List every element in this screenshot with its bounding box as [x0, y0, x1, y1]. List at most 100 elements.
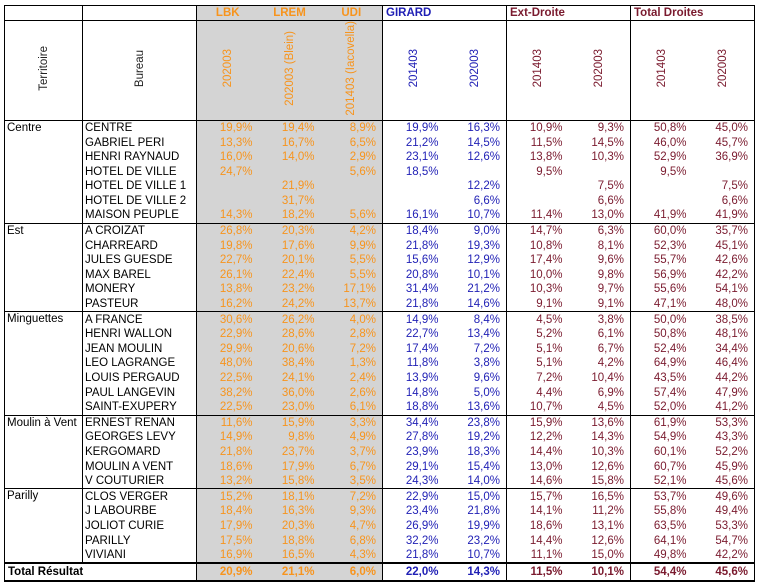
value-cell: 6,7% — [320, 459, 383, 474]
value-cell: 9,1% — [597, 298, 624, 311]
column-header: 202003 — [568, 20, 631, 121]
value-cell: 9,6% — [473, 372, 500, 385]
value-cell: 20,3% — [258, 222, 321, 239]
value-cell: 6,6% — [473, 194, 500, 207]
value-cell: 26,9% — [382, 518, 445, 534]
value-cell: 18,6% — [506, 518, 569, 534]
value-cell: 10,3% — [591, 151, 624, 164]
value-cell: 3,5% — [320, 473, 383, 489]
table-row: Parilly CLOS VERGER 15,2% 18,1% 7,2% 22,9% 15,… — [4, 488, 755, 505]
value-cell — [506, 193, 569, 209]
bureau-cell: MAISON PEUPLE — [82, 208, 197, 224]
value-cell: 16,7% — [258, 135, 321, 150]
value-cell: 9,7% — [597, 283, 624, 296]
value-cell: 1,3% — [320, 356, 383, 371]
value-cell: 46,0% — [630, 135, 693, 150]
value-cell: 8,4% — [444, 311, 507, 327]
value-cell: 22,5% — [196, 370, 259, 386]
column-header-label: 201403 (Iacovella) — [345, 21, 358, 116]
value-cell: 19,2% — [467, 431, 500, 444]
value-cell: 44,2% — [692, 370, 755, 386]
territoire-cell — [4, 356, 83, 371]
value-cell: 46,4% — [692, 356, 755, 371]
territoire-cell — [4, 504, 83, 519]
value-cell: 18,4% — [196, 504, 259, 519]
value-cell: 34,4% — [692, 341, 755, 357]
value-cell: 15,4% — [467, 460, 500, 473]
value-cell: 22,4% — [258, 267, 321, 283]
column-header: 201403 — [630, 20, 693, 121]
bureau-cell: HOTEL DE VILLE 2 — [82, 193, 197, 209]
value-cell: 5,1% — [506, 356, 569, 371]
column-header: 202003 — [196, 20, 259, 121]
value-cell: 52,3% — [630, 238, 693, 253]
bureau-cell: LEO LAGRANGE — [82, 356, 197, 371]
table-row: V COUTURIER 13,2% 15,8% 3,5% 24,3% 14,0% 14,6%… — [4, 473, 755, 489]
value-cell: 23,8% — [444, 414, 507, 431]
value-cell: 7,2% — [473, 342, 500, 355]
value-cell: 41,9% — [692, 208, 755, 224]
value-cell: 41,2% — [692, 399, 755, 415]
bureau-cell: LOUIS PERGAUD — [82, 370, 197, 386]
value-cell: 49,8% — [630, 547, 693, 564]
table-row: MAISON PEUPLE 14,3% 18,2% 5,6% 16,1% 10,7% 11,… — [4, 208, 755, 224]
value-cell: 18,1% — [258, 488, 321, 505]
value-cell: 19,9% — [382, 119, 445, 136]
value-cell: 9,3% — [320, 504, 383, 519]
territoire-cell — [4, 444, 83, 460]
value-cell: 34,4% — [382, 414, 445, 431]
value-cell: 13,1% — [591, 519, 624, 532]
column-header-label: 201403 — [655, 49, 668, 88]
territoire-cell — [4, 179, 83, 194]
value-cell: 4,2% — [597, 357, 624, 370]
value-cell: 32,2% — [382, 533, 445, 548]
value-cell: 19,9% — [196, 119, 259, 136]
value-cell: 5,0% — [473, 386, 500, 399]
territoire-cell — [4, 430, 83, 445]
value-cell: 41,9% — [630, 208, 693, 224]
bureau-cell: JOLIOT CURIE — [82, 518, 197, 534]
value-cell: 38,4% — [258, 356, 321, 371]
value-cell: 13,7% — [320, 296, 383, 312]
bureau-cell: SAINT-EXUPERY — [82, 399, 197, 415]
value-cell: 43,3% — [692, 430, 755, 445]
value-cell: 13,0% — [591, 209, 624, 222]
value-cell: 8,9% — [320, 119, 383, 136]
value-cell: 28,6% — [258, 326, 321, 342]
value-cell: 57,4% — [630, 385, 693, 400]
value-cell: 12,6% — [591, 460, 624, 473]
value-cell: 23,4% — [382, 504, 445, 519]
value-cell: 18,6% — [196, 459, 259, 474]
column-header-label: 202003 — [469, 49, 482, 88]
value-cell: 3,8% — [568, 311, 631, 327]
value-cell: 20,1% — [258, 252, 321, 268]
group-lrem: LREM — [258, 5, 321, 21]
value-cell: 9,9% — [320, 238, 383, 253]
value-cell: 15,9% — [258, 414, 321, 431]
value-cell: 15,2% — [196, 488, 259, 505]
value-cell: 42,2% — [692, 267, 755, 283]
value-cell: 9,5% — [506, 164, 569, 179]
value-cell: 26,1% — [196, 267, 259, 283]
column-header: 202003 — [692, 20, 755, 121]
value-cell: 6,7% — [597, 342, 624, 355]
territoire-label: Territoire — [37, 45, 50, 91]
bureau-cell: MONERY — [82, 282, 197, 297]
territoire-cell — [4, 164, 83, 179]
value-cell: 5,6% — [320, 208, 383, 224]
value-cell: 14,0% — [258, 149, 321, 165]
header-blank-bureau — [82, 5, 197, 21]
value-cell: 13,6% — [467, 401, 500, 414]
value-cell: 22,9% — [382, 488, 445, 505]
value-cell: 14,6% — [467, 298, 500, 311]
value-cell: 60,0% — [630, 222, 693, 239]
value-cell: 9,5% — [630, 164, 693, 179]
value-cell: 14,3% — [196, 208, 259, 224]
table-row: CHARREARD 19,8% 17,6% 9,9% 21,8% 19,3% 10,8% 8,… — [4, 238, 755, 253]
value-cell: 10,8% — [506, 238, 569, 253]
value-cell: 17,9% — [196, 518, 259, 534]
value-cell: 16,3% — [258, 504, 321, 519]
table-row: HENRI RAYNAUD 16,0% 14,0% 2,9% 23,1% 12,6% 13,… — [4, 149, 755, 165]
value-cell: 64,1% — [630, 533, 693, 548]
